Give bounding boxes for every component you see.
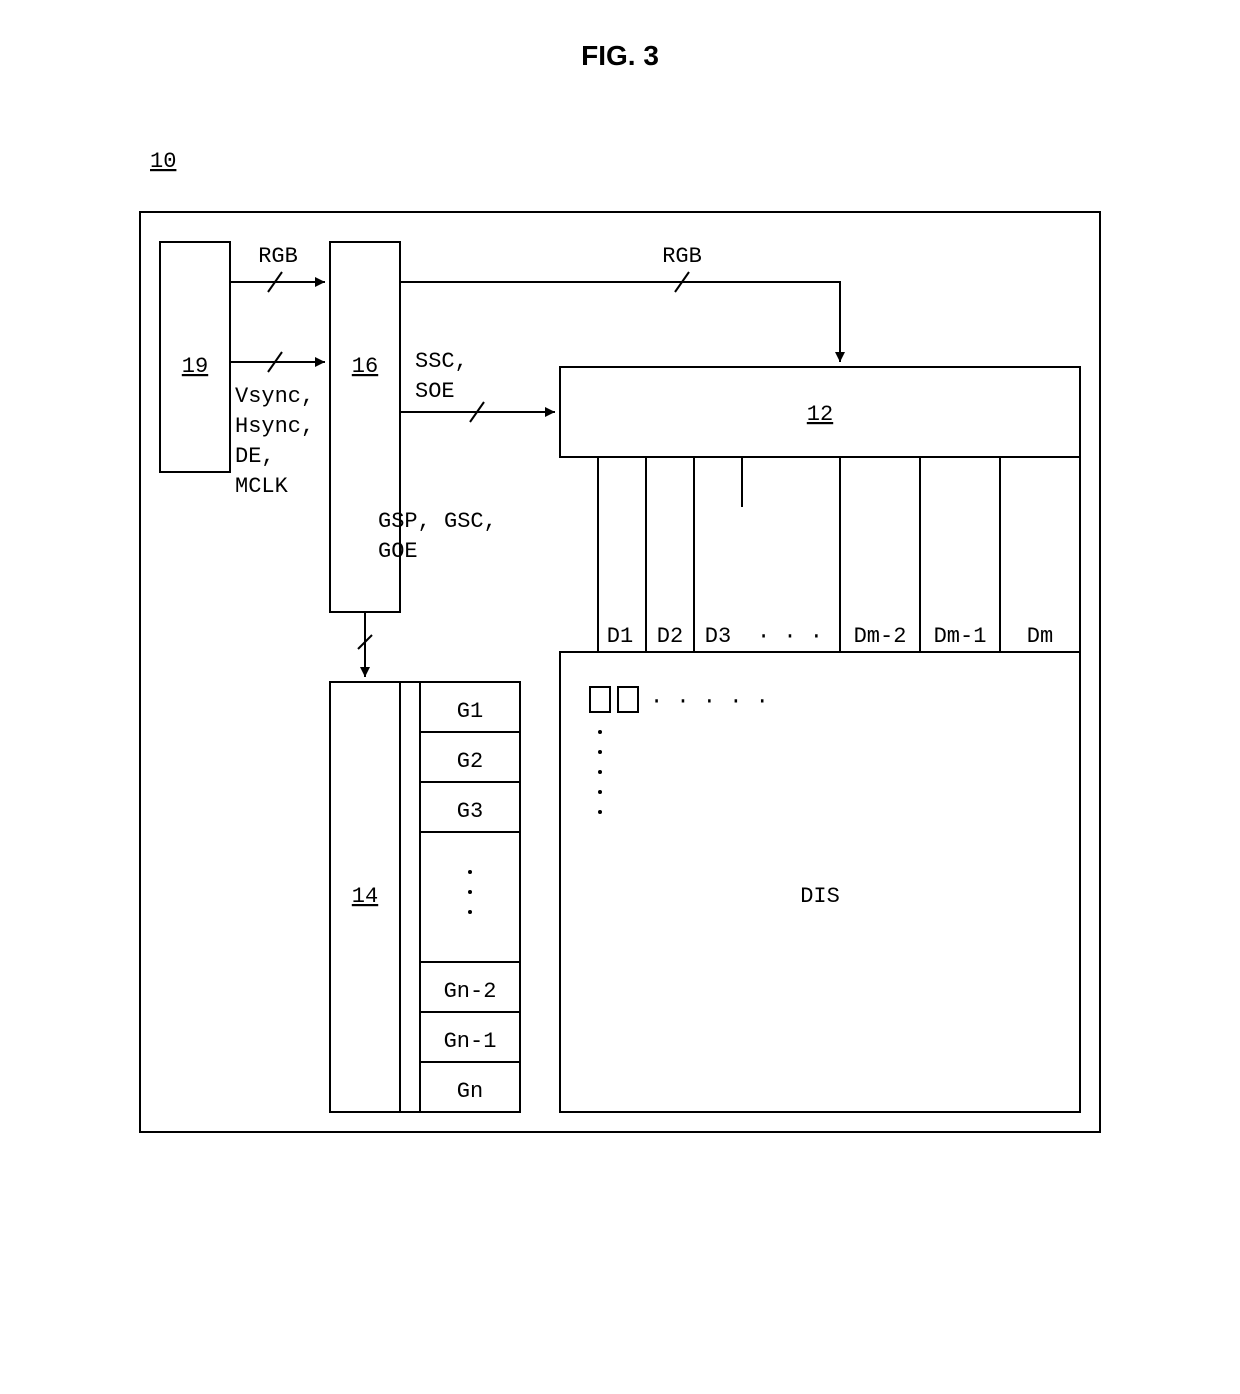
- gn: Gn: [457, 1079, 483, 1104]
- pixel-1: [590, 687, 610, 712]
- ctrl-de: DE,: [235, 444, 275, 469]
- rgb-label-2: RGB: [662, 244, 702, 269]
- goe-label: GOE: [378, 539, 418, 564]
- d3: D3: [705, 624, 731, 649]
- ssc-label: SSC,: [415, 349, 468, 374]
- d1: D1: [607, 624, 633, 649]
- ctrl-vsync: Vsync,: [235, 384, 314, 409]
- dis-label: DIS: [800, 884, 840, 909]
- rgb-label-1: RGB: [258, 244, 298, 269]
- block-14-label: 14: [352, 884, 378, 909]
- block-12-label: 12: [807, 402, 833, 427]
- outer-id-label: 10: [150, 149, 176, 174]
- gn-2: Gn-2: [444, 979, 497, 1004]
- gn-1: Gn-1: [444, 1029, 497, 1054]
- pixel-hdots: · · · · ·: [650, 689, 769, 714]
- ctrl-hsync: Hsync,: [235, 414, 314, 439]
- dm-1: Dm-1: [934, 624, 987, 649]
- figure-title: FIG. 3: [40, 40, 1200, 72]
- g2: G2: [457, 749, 483, 774]
- g3: G3: [457, 799, 483, 824]
- d-dots: · · ·: [757, 624, 823, 649]
- g1: G1: [457, 699, 483, 724]
- gsp-label: GSP, GSC,: [378, 509, 497, 534]
- dm: Dm: [1027, 624, 1053, 649]
- pixel-2: [618, 687, 638, 712]
- block-diagram: 10 19 16 RGB Vsync, Hsync, DE, MCLK 12 R…: [120, 112, 1120, 1162]
- soe-label: SOE: [415, 379, 455, 404]
- ctrl-mclk: MCLK: [235, 474, 289, 499]
- block-16-label: 16: [352, 354, 378, 379]
- dm-2: Dm-2: [854, 624, 907, 649]
- d2: D2: [657, 624, 683, 649]
- dis-panel: [560, 652, 1080, 1112]
- block-19-label: 19: [182, 354, 208, 379]
